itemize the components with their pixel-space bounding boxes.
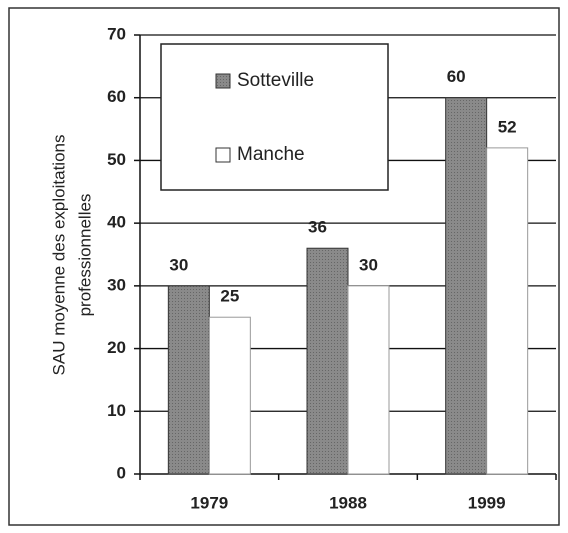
legend-swatch <box>215 147 231 163</box>
y-tick-label: 30 <box>107 275 126 294</box>
x-tick-label: 1988 <box>329 493 367 512</box>
y-tick-label: 10 <box>107 401 126 420</box>
legend-label: Sotteville <box>237 70 314 91</box>
legend-label: Manche <box>237 144 305 165</box>
bar <box>208 316 251 475</box>
y-tick-label: 20 <box>107 338 126 357</box>
y-tick-label: 60 <box>107 87 126 106</box>
bar <box>445 97 488 475</box>
bar <box>306 247 349 475</box>
data-label: 30 <box>359 255 378 274</box>
legend-swatch <box>215 73 231 89</box>
bar <box>347 285 390 475</box>
y-tick-label: 50 <box>107 150 126 169</box>
data-label: 60 <box>447 67 466 86</box>
bar <box>167 285 210 475</box>
x-tick-label: 1999 <box>468 493 506 512</box>
y-axis-title-line: SAU moyenne des exploitations <box>49 135 68 376</box>
data-label: 52 <box>498 117 517 136</box>
y-tick-label: 40 <box>107 213 126 232</box>
y-axis-title-line: professionnelles <box>75 194 94 317</box>
data-label: 36 <box>308 218 327 237</box>
x-tick-label: 1979 <box>190 493 228 512</box>
data-label: 30 <box>169 255 188 274</box>
y-tick-label: 70 <box>107 24 126 43</box>
data-label: 25 <box>220 287 239 306</box>
legend-box <box>160 43 389 191</box>
bar <box>486 147 529 475</box>
y-axis-title: SAU moyenne des exploitations profession… <box>49 135 94 376</box>
y-tick-label: 0 <box>117 463 126 482</box>
